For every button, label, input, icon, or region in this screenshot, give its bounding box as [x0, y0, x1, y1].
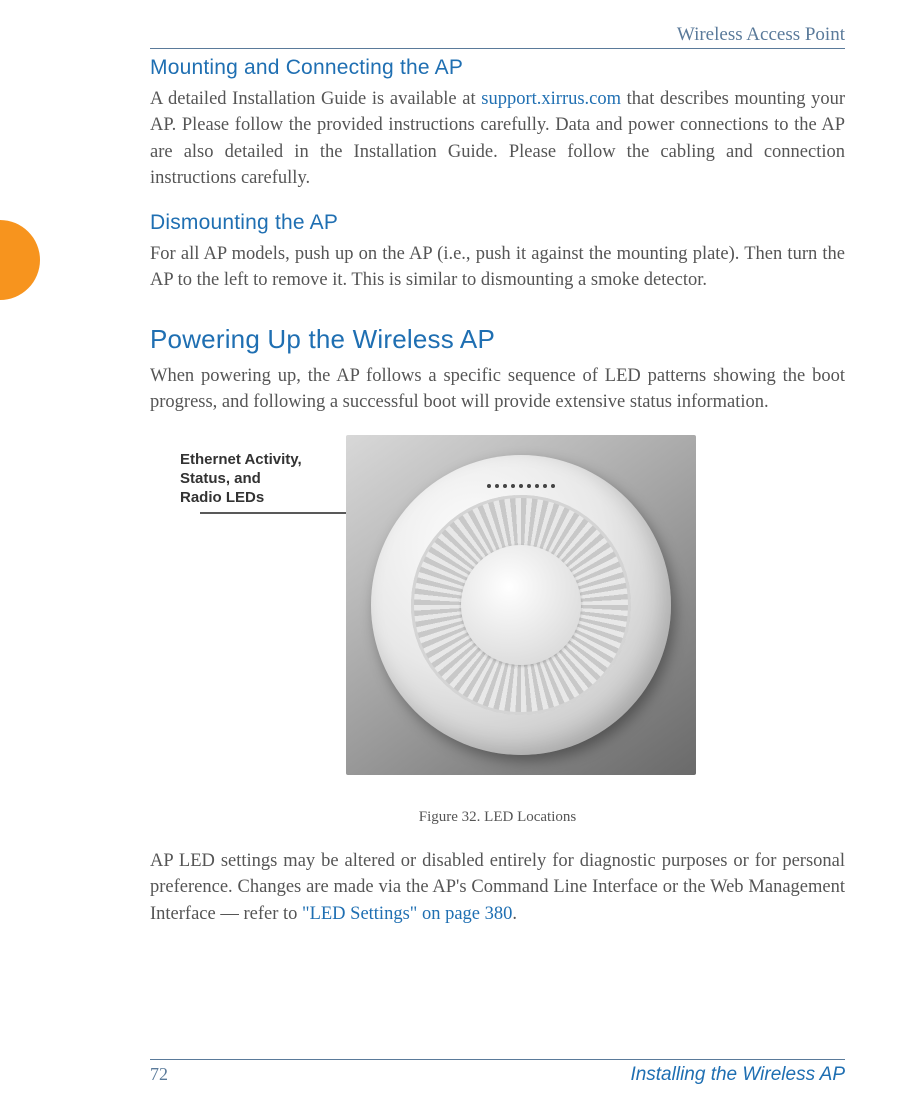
- link-led-settings[interactable]: "LED Settings" on page 380: [302, 904, 512, 924]
- footer-row: 72 Installing the Wireless AP: [150, 1064, 845, 1086]
- device-led-row: [451, 479, 591, 493]
- led-dot-icon: [519, 484, 523, 488]
- figure-led-locations: Ethernet Activity, Status, and Radio LED…: [150, 435, 845, 785]
- heading-mounting: Mounting and Connecting the AP: [150, 56, 845, 80]
- text-segment: A detailed Installation Guide is availab…: [150, 89, 481, 109]
- label-line: Ethernet Activity,: [180, 451, 302, 468]
- text-segment: .: [512, 904, 517, 924]
- device-outer-disc: [371, 455, 671, 755]
- led-dot-icon: [543, 484, 547, 488]
- running-head: Wireless Access Point: [150, 24, 845, 48]
- device-vent-ring: [411, 495, 631, 715]
- header-rule: [150, 48, 845, 49]
- device-photo: [346, 435, 696, 775]
- side-thumb-tab: [0, 220, 40, 300]
- label-line: Status, and: [180, 470, 261, 487]
- led-dot-icon: [511, 484, 515, 488]
- led-dot-icon: [487, 484, 491, 488]
- page-footer: 72 Installing the Wireless AP: [150, 1059, 845, 1086]
- figure-annotation-label: Ethernet Activity, Status, and Radio LED…: [180, 451, 330, 507]
- footer-rule: [150, 1059, 845, 1060]
- heading-dismounting: Dismounting the AP: [150, 211, 845, 235]
- para-closing: AP LED settings may be altered or disabl…: [150, 848, 845, 927]
- para-dismounting: For all AP models, push up on the AP (i.…: [150, 241, 845, 294]
- led-dot-icon: [527, 484, 531, 488]
- led-dot-icon: [495, 484, 499, 488]
- para-mounting: A detailed Installation Guide is availab…: [150, 86, 845, 191]
- device-center-cap: [461, 545, 581, 665]
- para-powering: When powering up, the AP follows a speci…: [150, 363, 845, 416]
- led-dot-icon: [551, 484, 555, 488]
- page-header: Wireless Access Point: [150, 24, 845, 49]
- link-support[interactable]: support.xirrus.com: [481, 89, 621, 109]
- page-content: Mounting and Connecting the AP A detaile…: [150, 56, 845, 947]
- heading-powering: Powering Up the Wireless AP: [150, 324, 845, 355]
- page-number: 72: [150, 1064, 168, 1085]
- led-dot-icon: [503, 484, 507, 488]
- figure-caption: Figure 32. LED Locations: [150, 809, 845, 826]
- footer-section-title: Installing the Wireless AP: [630, 1064, 845, 1086]
- led-dot-icon: [535, 484, 539, 488]
